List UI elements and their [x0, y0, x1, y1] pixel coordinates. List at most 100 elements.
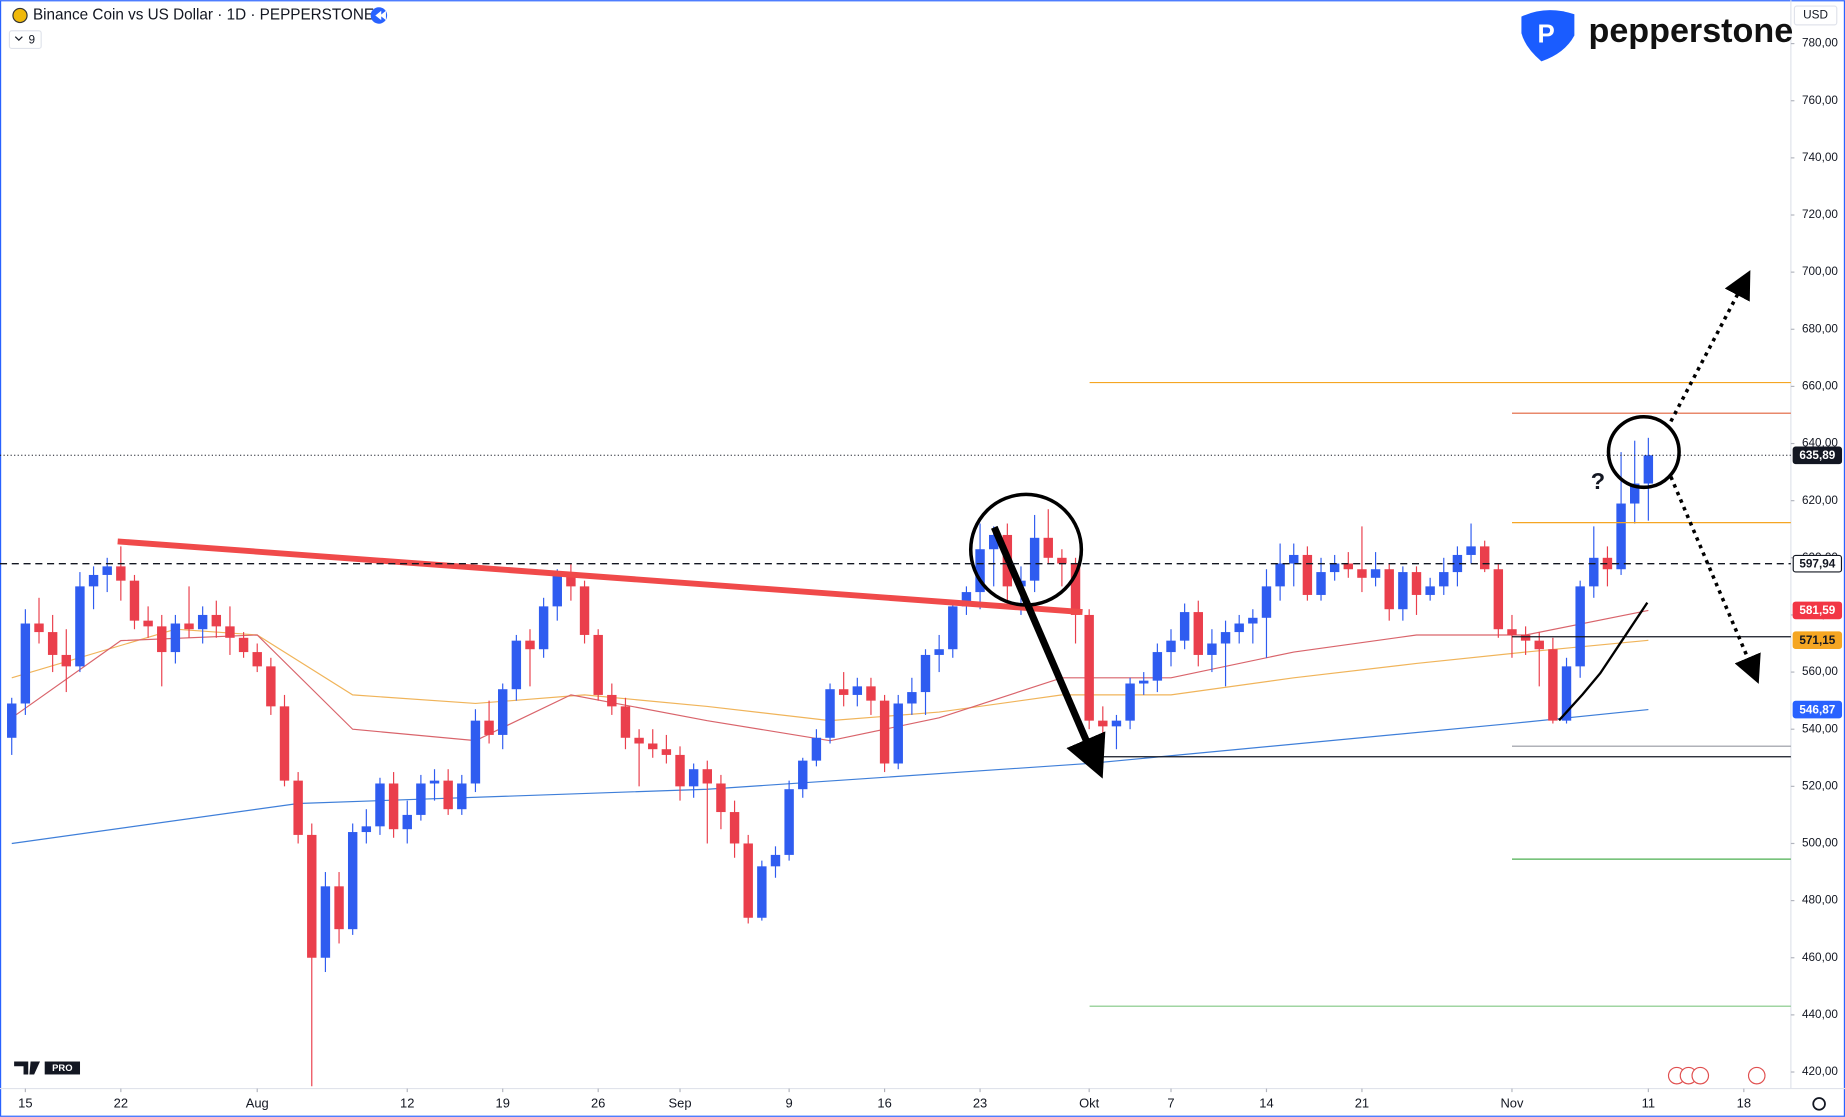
candle-body	[1643, 455, 1654, 484]
candle-body	[934, 649, 944, 655]
y-tick-label: 720,00	[1802, 208, 1838, 221]
x-tick-label: 23	[973, 1095, 987, 1110]
x-tick-label: Aug	[246, 1095, 269, 1110]
candle-body	[1561, 666, 1572, 721]
price-label-box	[1792, 631, 1843, 650]
candle-body	[279, 706, 290, 781]
candle-body	[197, 614, 208, 630]
candle-body	[402, 814, 412, 830]
candle-body	[1098, 720, 1108, 727]
candle-body	[1084, 614, 1094, 721]
price-label-box	[1792, 554, 1843, 573]
candle-body	[1329, 563, 1340, 573]
candle-body	[920, 654, 931, 693]
candle-body	[1043, 537, 1053, 558]
candle-body	[948, 606, 958, 650]
candle-body	[1139, 680, 1149, 684]
price-label: 597,94	[1799, 557, 1835, 570]
currency-button[interactable]	[1793, 5, 1838, 26]
candle-body	[416, 783, 426, 815]
y-tick-label: 540,00	[1802, 722, 1838, 735]
candle-body	[716, 783, 726, 813]
candle-body	[879, 700, 890, 764]
candle-body	[988, 534, 999, 550]
candle-body	[498, 689, 508, 735]
candle-body	[1343, 563, 1354, 570]
candle-body	[648, 743, 658, 750]
candle-body	[893, 703, 903, 764]
candle-body	[661, 749, 672, 755]
price-label: 581,59	[1799, 604, 1835, 617]
y-tick-label: 640,00	[1802, 437, 1838, 450]
candle-body	[1234, 623, 1244, 633]
candle-body	[1370, 569, 1381, 578]
candle-body	[838, 689, 849, 695]
candle-body	[961, 592, 972, 607]
candle-body	[1248, 617, 1258, 624]
price-label: 571,15	[1799, 634, 1835, 647]
trend-line	[1558, 601, 1649, 722]
currency: USD	[1803, 9, 1828, 22]
candle-body	[784, 789, 794, 855]
price-label-box	[1792, 446, 1843, 465]
indicator-toggle[interactable]	[8, 30, 42, 50]
replay-icon	[375, 10, 386, 21]
x-tick-label: Okt	[1079, 1095, 1100, 1110]
y-tick-label: 700,00	[1802, 265, 1838, 278]
candle-body	[157, 626, 167, 653]
candle-body	[1029, 537, 1040, 581]
y-tick-label: 620,00	[1802, 494, 1838, 507]
annotation: ?	[1591, 468, 1605, 494]
x-tick-label: 14	[1259, 1095, 1273, 1110]
event-flag[interactable]	[1691, 1066, 1710, 1085]
candle-body	[593, 634, 603, 695]
event-flag[interactable]	[1747, 1066, 1766, 1085]
symbol-title: Binance Coin vs US Dollar · 1D · PEPPERS…	[33, 7, 374, 24]
candle-body	[170, 623, 181, 653]
candle-body	[1302, 554, 1313, 595]
candle-body	[225, 626, 235, 638]
candle-body	[620, 706, 631, 738]
candle-body	[1602, 557, 1613, 570]
candle-body	[743, 843, 753, 918]
x-tick-label: Nov	[1500, 1095, 1524, 1110]
candle-body	[1452, 554, 1463, 573]
brand-logo-letter: P	[1537, 20, 1554, 48]
candle-body	[1166, 640, 1176, 653]
candle-body	[702, 769, 713, 784]
candle-body	[634, 737, 644, 744]
candle-body	[1070, 563, 1081, 615]
candle-body	[75, 586, 85, 667]
y-tick-label: 660,00	[1802, 380, 1838, 393]
candle-body	[1466, 546, 1476, 555]
candle-body	[907, 692, 917, 704]
badge-box	[44, 1061, 81, 1075]
candle-body	[811, 737, 822, 761]
price-label-box	[1792, 700, 1843, 719]
candle-body	[1589, 557, 1599, 587]
x-tick-label: 22	[114, 1095, 128, 1110]
x-tick-label: 15	[18, 1095, 32, 1110]
candle-body	[238, 637, 249, 653]
candle-body	[1152, 652, 1163, 681]
candle-body	[1316, 572, 1326, 595]
tv-logo	[14, 1061, 41, 1075]
trend-line	[117, 538, 1083, 615]
candle-body	[1425, 586, 1435, 595]
x-tick-label: 16	[877, 1095, 891, 1110]
y-tick-label: 780,00	[1802, 37, 1838, 50]
candle-body	[525, 640, 535, 650]
candle-body	[1534, 640, 1544, 650]
y-tick-label: 500,00	[1802, 837, 1838, 850]
candle-body	[47, 632, 58, 655]
settings-button[interactable]	[1812, 1097, 1826, 1111]
y-tick-label: 420,00	[1802, 1065, 1838, 1078]
candle-body	[252, 652, 262, 667]
candle-body	[1575, 586, 1585, 667]
x-tick-label: 9	[786, 1095, 793, 1110]
candle-body	[1125, 683, 1135, 721]
y-tick-label: 520,00	[1802, 779, 1838, 792]
coin-icon	[12, 7, 28, 24]
